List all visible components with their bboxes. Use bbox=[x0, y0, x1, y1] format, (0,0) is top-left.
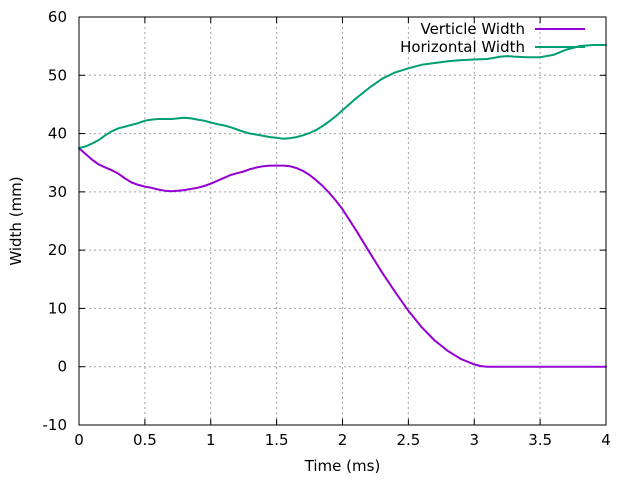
y-tick-label: -10 bbox=[43, 416, 68, 434]
y-tick-label: 10 bbox=[48, 299, 67, 317]
x-tick-label: 1.5 bbox=[265, 431, 289, 449]
x-tick-label: 2.5 bbox=[396, 431, 420, 449]
y-tick-label: 20 bbox=[48, 241, 67, 259]
y-tick-label: 60 bbox=[48, 8, 67, 26]
x-tick-label: 0.5 bbox=[133, 431, 157, 449]
x-tick-label: 3 bbox=[469, 431, 479, 449]
x-tick-label: 0 bbox=[74, 431, 84, 449]
series-line-verticle-width bbox=[78, 147, 607, 368]
grid bbox=[79, 17, 606, 425]
x-tick-label: 4 bbox=[601, 431, 611, 449]
y-axis-label: Width (mm) bbox=[7, 176, 25, 265]
tick-marks bbox=[78, 16, 607, 426]
y-tick-label: 50 bbox=[48, 66, 67, 84]
x-axis-label: Time (ms) bbox=[304, 457, 381, 475]
y-tick-label: 0 bbox=[57, 358, 67, 376]
x-tick-label: 3.5 bbox=[528, 431, 552, 449]
x-tick-label: 2 bbox=[338, 431, 348, 449]
legend-label-verticle-width: Verticle Width bbox=[420, 20, 525, 38]
y-tick-label: 40 bbox=[48, 125, 67, 143]
y-tick-labels: -10 0 10 20 30 40 50 60 bbox=[43, 8, 68, 434]
y-tick-label: 30 bbox=[48, 183, 67, 201]
plot-frame bbox=[78, 16, 607, 426]
x-tick-labels: 0 0.5 1 1.5 2 2.5 3 3.5 4 bbox=[74, 431, 611, 449]
series-line-horizontal-width bbox=[78, 44, 607, 150]
x-tick-label: 1 bbox=[206, 431, 216, 449]
series-group bbox=[78, 44, 607, 368]
legend-label-horizontal-width: Horizontal Width bbox=[400, 38, 525, 56]
